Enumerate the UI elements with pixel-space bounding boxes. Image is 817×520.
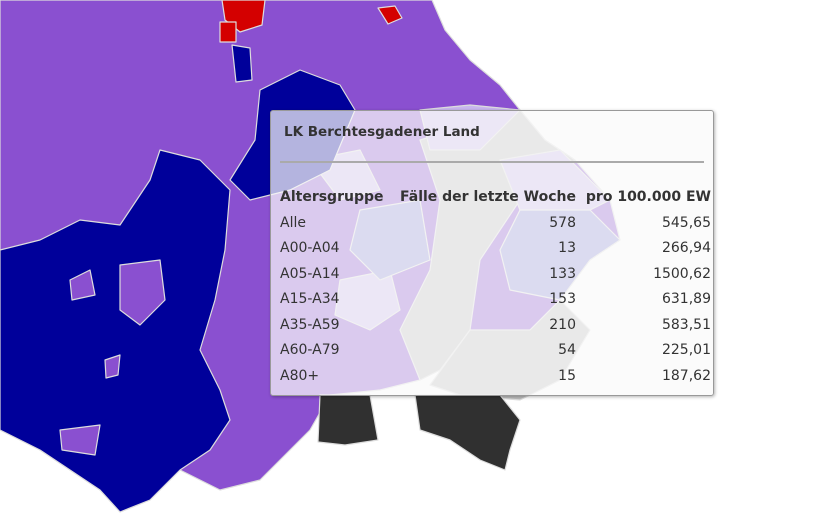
age-group-table: Altersgruppe Fälle der letzte Woche pro …	[280, 184, 711, 389]
age-group-cell: A15-A34	[280, 291, 340, 308]
cases-cell: 54	[558, 342, 576, 359]
map-region-purple[interactable]	[69, 269, 96, 301]
header-per-100k: pro 100.000 EW	[585, 189, 711, 205]
cases-cell: 210	[549, 316, 576, 333]
per-100k-cell: 266,94	[661, 240, 711, 257]
tooltip-title: LK Berchtesgadener Land	[284, 124, 480, 140]
header-cases: Fälle der letzte Woche	[400, 189, 576, 205]
age-group-cell: A80+	[280, 367, 320, 384]
table-header-row: Altersgruppe Fälle der letzte Woche pro …	[280, 184, 711, 210]
cases-cell: 133	[549, 265, 576, 282]
per-100k-cell: 1500,62	[653, 265, 711, 282]
per-100k-cell: 225,01	[661, 342, 711, 359]
table-row: A60-A79 54 225,01	[280, 338, 711, 364]
table-row: A35-A59 210 583,51	[280, 312, 711, 338]
table-row: A15-A34 153 631,89	[280, 287, 711, 313]
table-row: A05-A14 133 1500,62	[280, 261, 711, 287]
map-region-black[interactable]	[414, 394, 521, 471]
per-100k-cell: 545,65	[661, 214, 711, 231]
table-row: A80+ 15 187,62	[280, 363, 711, 389]
age-group-cell: A35-A59	[280, 316, 340, 333]
table-row: A00-A04 13 266,94	[280, 236, 711, 262]
cases-cell: 13	[558, 240, 576, 257]
map-region-red[interactable]	[219, 21, 237, 43]
map-region-dark-blue[interactable]	[231, 44, 253, 83]
cases-cell: 578	[549, 214, 576, 231]
table-row: Alle 578 545,65	[280, 210, 711, 236]
tooltip-divider	[280, 161, 704, 163]
age-group-cell: Alle	[280, 214, 306, 231]
header-age-group: Altersgruppe	[280, 189, 384, 205]
age-group-cell: A00-A04	[280, 240, 340, 257]
cases-cell: 153	[549, 291, 576, 308]
map-region-purple[interactable]	[104, 354, 121, 379]
map-region-purple[interactable]	[59, 424, 101, 456]
map-region-red[interactable]	[377, 5, 403, 25]
age-group-cell: A05-A14	[280, 265, 340, 282]
per-100k-cell: 583,51	[661, 316, 711, 333]
per-100k-cell: 631,89	[661, 291, 711, 308]
age-group-cell: A60-A79	[280, 342, 340, 359]
cases-cell: 15	[558, 367, 576, 384]
map-region-dark-blue[interactable]	[0, 149, 231, 513]
region-tooltip: LK Berchtesgadener Land Altersgruppe Fäl…	[270, 110, 714, 396]
map-region-purple[interactable]	[119, 259, 166, 326]
per-100k-cell: 187,62	[661, 367, 711, 384]
map-region-black[interactable]	[317, 394, 379, 446]
